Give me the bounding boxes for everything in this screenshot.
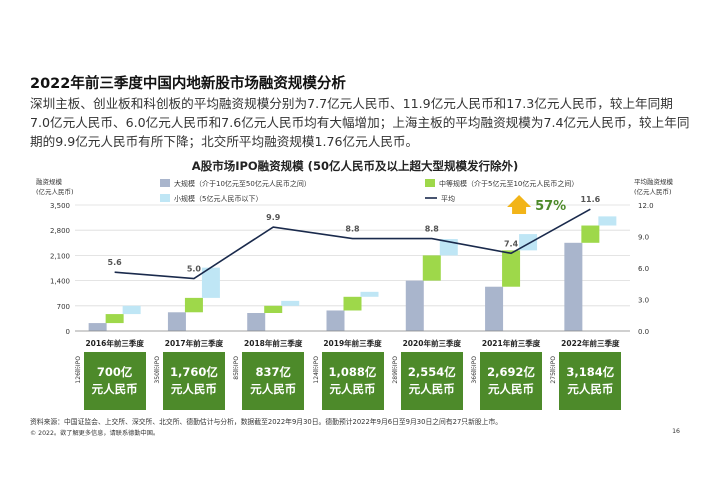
bar-medium	[105, 314, 124, 324]
legend-label: 小规模（5亿元人民币以下）	[174, 194, 262, 203]
ipo-count-label: 85宗IPO	[233, 356, 241, 380]
right-axis-tick: 9.0	[638, 234, 649, 242]
bar-large	[167, 312, 186, 331]
bar-small	[281, 300, 300, 306]
right-axis-tick: 0.0	[638, 328, 649, 336]
page-heading: 2022年前三季度中国内地新股市场融资规模分析	[30, 76, 346, 92]
bar-medium	[264, 305, 283, 313]
growth-annotation: 57%	[535, 199, 566, 214]
bar-small	[122, 305, 141, 315]
total-financing-box: 2,554亿 元人民币	[400, 352, 463, 410]
line-data-label: 7.4	[504, 239, 519, 248]
ipo-count-label: 366宗IPO	[471, 356, 479, 384]
ipo-count-label: 126宗IPO	[74, 356, 82, 384]
line-data-label: 11.6	[580, 195, 600, 204]
left-axis-title: (亿元人民币)	[36, 187, 74, 196]
category-label: 2019年前三季度	[323, 338, 382, 348]
bar-small	[598, 216, 617, 226]
legend-label: 平均	[441, 194, 455, 203]
category-label: 2021年前三季度	[482, 338, 541, 348]
total-financing-box: 1,088亿 元人民币	[321, 352, 384, 410]
left-axis-tick: 0	[66, 328, 70, 336]
left-axis-tick: 3,500	[50, 202, 70, 210]
category-label: 2022年前三季度	[561, 338, 620, 348]
bar-medium	[422, 255, 441, 281]
bar-small	[360, 291, 379, 297]
line-data-label: 5.0	[187, 265, 202, 274]
left-axis-tick: 1,400	[50, 278, 70, 286]
average-line	[114, 208, 591, 280]
category-label: 2020年前三季度	[403, 338, 462, 348]
ipo-count-label: 124宗IPO	[312, 356, 320, 384]
bar-medium	[184, 297, 203, 313]
bar-large	[564, 242, 583, 331]
bar-small	[201, 267, 220, 298]
total-financing-box: 1,760亿 元人民币	[162, 352, 225, 410]
copyright-note: © 2022。欲了解更多信息，请联系德勤中国。	[30, 430, 160, 437]
chart-title: A股市场IPO融资规模 (50亿人民币及以上超大型规模发行除外)	[191, 159, 519, 173]
legend-swatch-medium	[425, 179, 435, 187]
right-axis-tick: 6.0	[638, 265, 649, 273]
left-axis-tick: 2,800	[50, 227, 70, 235]
right-axis-tick: 3.0	[638, 297, 649, 305]
up-arrow-icon	[507, 195, 532, 214]
total-financing-box: 700亿 元人民币	[83, 352, 146, 410]
ipo-count-label: 275宗IPO	[550, 356, 558, 384]
summary-paragraph: 深圳主板、创业板和科创板的平均融资规模分别为7.7亿元人民币、11.9亿元人民币…	[30, 96, 690, 149]
line-data-label: 8.8	[425, 225, 440, 234]
total-financing-box: 837亿 元人民币	[242, 352, 305, 410]
left-axis-tick: 700	[57, 303, 70, 311]
total-financing-box: 3,184亿 元人民币	[559, 352, 622, 410]
right-axis-title: (亿元人民币)	[634, 187, 672, 196]
ipo-count-label: 350宗IPO	[153, 356, 161, 384]
category-label: 2016年前三季度	[85, 338, 144, 348]
legend-swatch-large	[160, 179, 170, 187]
bar-large	[405, 280, 424, 331]
bar-large	[88, 323, 107, 331]
source-note: 资料来源：中国证监会、上交所、深交所、北交所、德勤估计与分析，数据截至2022年…	[30, 418, 503, 426]
bar-medium	[581, 225, 600, 243]
legend-label: 中等规模（介于5亿元至10亿元人民币之间）	[439, 179, 578, 188]
line-data-label: 9.9	[266, 213, 281, 222]
bar-medium	[343, 296, 362, 311]
category-label: 2017年前三季度	[165, 338, 224, 348]
right-axis-title: 平均融资规模	[634, 177, 674, 186]
left-axis-tick: 2,100	[50, 252, 70, 260]
category-label: 2018年前三季度	[244, 338, 303, 348]
bar-large	[485, 286, 504, 331]
right-axis-tick: 12.0	[638, 202, 654, 210]
legend-label: 大规模（介于10亿元至50亿元人民币之间）	[174, 179, 311, 188]
page-number: 16	[672, 428, 680, 435]
ipo-count-label: 289宗IPO	[391, 356, 399, 384]
bar-large	[326, 310, 345, 331]
legend-swatch-small	[160, 194, 170, 202]
left-axis-title: 融资规模	[36, 177, 63, 186]
bar-large	[247, 313, 266, 331]
line-data-label: 5.6	[108, 258, 123, 267]
bar-medium	[502, 250, 521, 287]
total-financing-box: 2,692亿 元人民币	[480, 352, 543, 410]
line-data-label: 8.8	[345, 225, 360, 234]
